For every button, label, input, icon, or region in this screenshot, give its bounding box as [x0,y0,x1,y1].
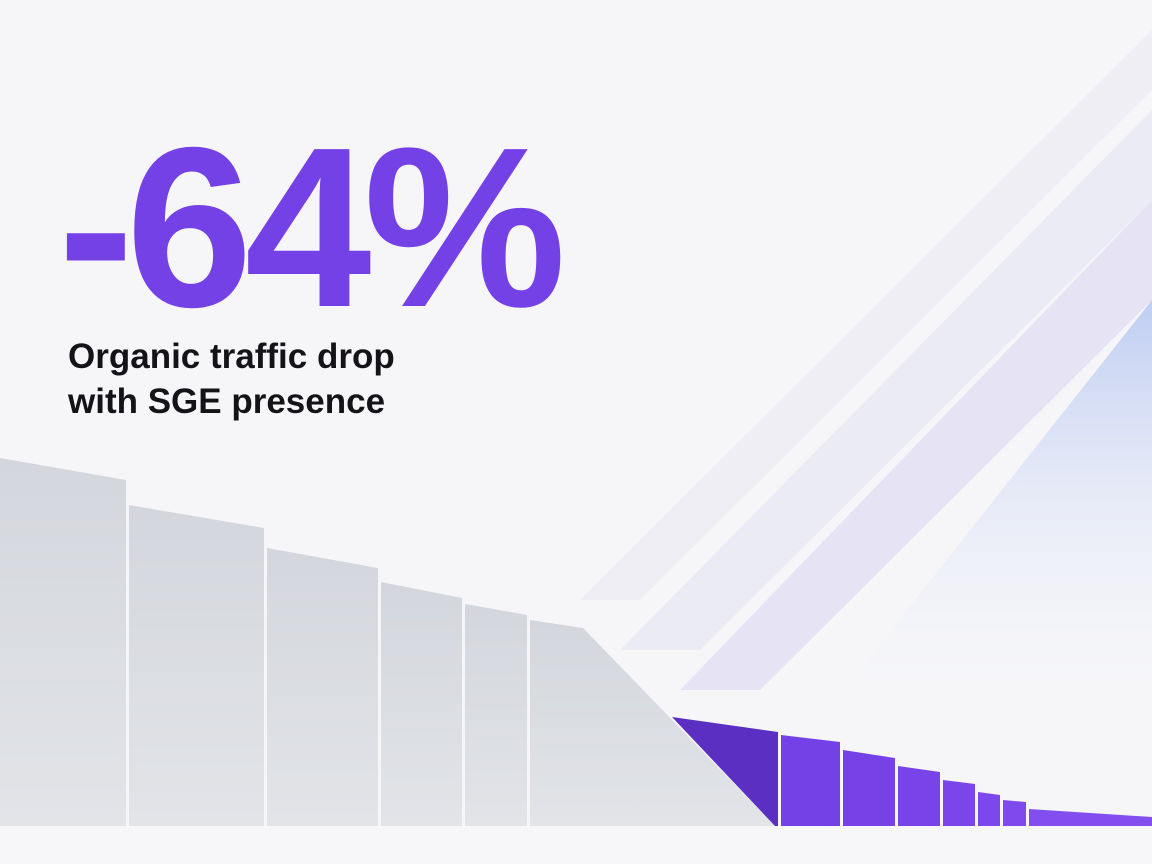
bar-shape [129,505,264,826]
bar-shape [1003,800,1026,826]
bar-shape [267,548,378,826]
streak [680,200,1152,690]
floor [0,826,1152,864]
bar-shape [381,582,462,826]
bar-shape [898,766,940,826]
bar-shape [943,780,975,826]
bar-shape [781,735,840,826]
subtitle: with SGE presence [67,382,385,421]
bar-shape [978,792,1000,826]
bar-shape [1029,809,1152,826]
bar-shape [672,717,778,826]
streak [620,110,1152,650]
bar-shape [530,620,775,826]
headline: -64% [58,101,561,355]
streak [820,300,1152,720]
subtitle: Organic traffic drop [68,337,395,376]
bar-shape [843,750,895,826]
bar-shape [465,604,527,826]
bar-shape [0,458,126,826]
gray-bars [0,458,775,826]
purple-bars [672,717,1152,826]
streak [580,30,1152,600]
